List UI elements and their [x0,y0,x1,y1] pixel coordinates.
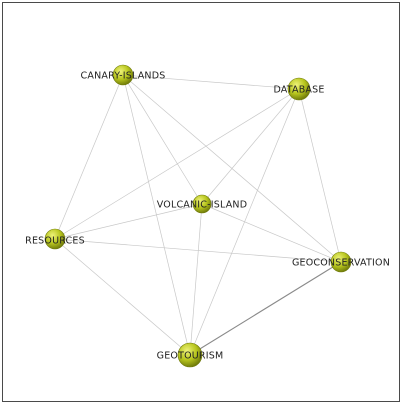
edge-database-geoconservation [298,88,342,263]
node-volcanic-island[interactable] [192,194,212,214]
edge-canary-islands-database [122,74,300,90]
edge-volcanic-island-geoconservation [201,203,342,263]
labels-layer: CANARY-ISLANDS DATABASE VOLCANIC-ISLAND RES… [25,71,390,362]
node-label-volcanic-island: VOLCANIC-ISLAND [157,200,247,211]
edges-layer [54,74,342,356]
node-database[interactable] [287,77,311,101]
edge-canary-islands-resources [54,74,124,240]
edge-geoconservation-geotourism [189,261,342,356]
node-geotourism[interactable] [177,342,203,368]
edge-canary-islands-volcanic-island [122,74,203,205]
edge-database-volcanic-island [201,88,300,205]
edge-volcanic-island-geotourism [189,203,203,356]
node-geoconservation[interactable] [330,251,352,273]
node-canary-islands[interactable] [112,64,134,86]
node-label-canary-islands: CANARY-ISLANDS [81,71,166,82]
nodes-layer [44,64,352,368]
edge-resources-geotourism [54,238,191,356]
edge-resources-geoconservation [54,238,342,263]
node-label-geotourism: GEOTOURISM [157,351,224,362]
node-label-database: DATABASE [273,85,324,96]
edge-database-resources [54,88,300,240]
node-label-geoconservation: GEOCONSERVATION [292,258,390,269]
edge-volcanic-island-resources [54,203,203,240]
node-resources[interactable] [44,228,66,250]
node-label-resources: RESOURCES [25,236,85,247]
